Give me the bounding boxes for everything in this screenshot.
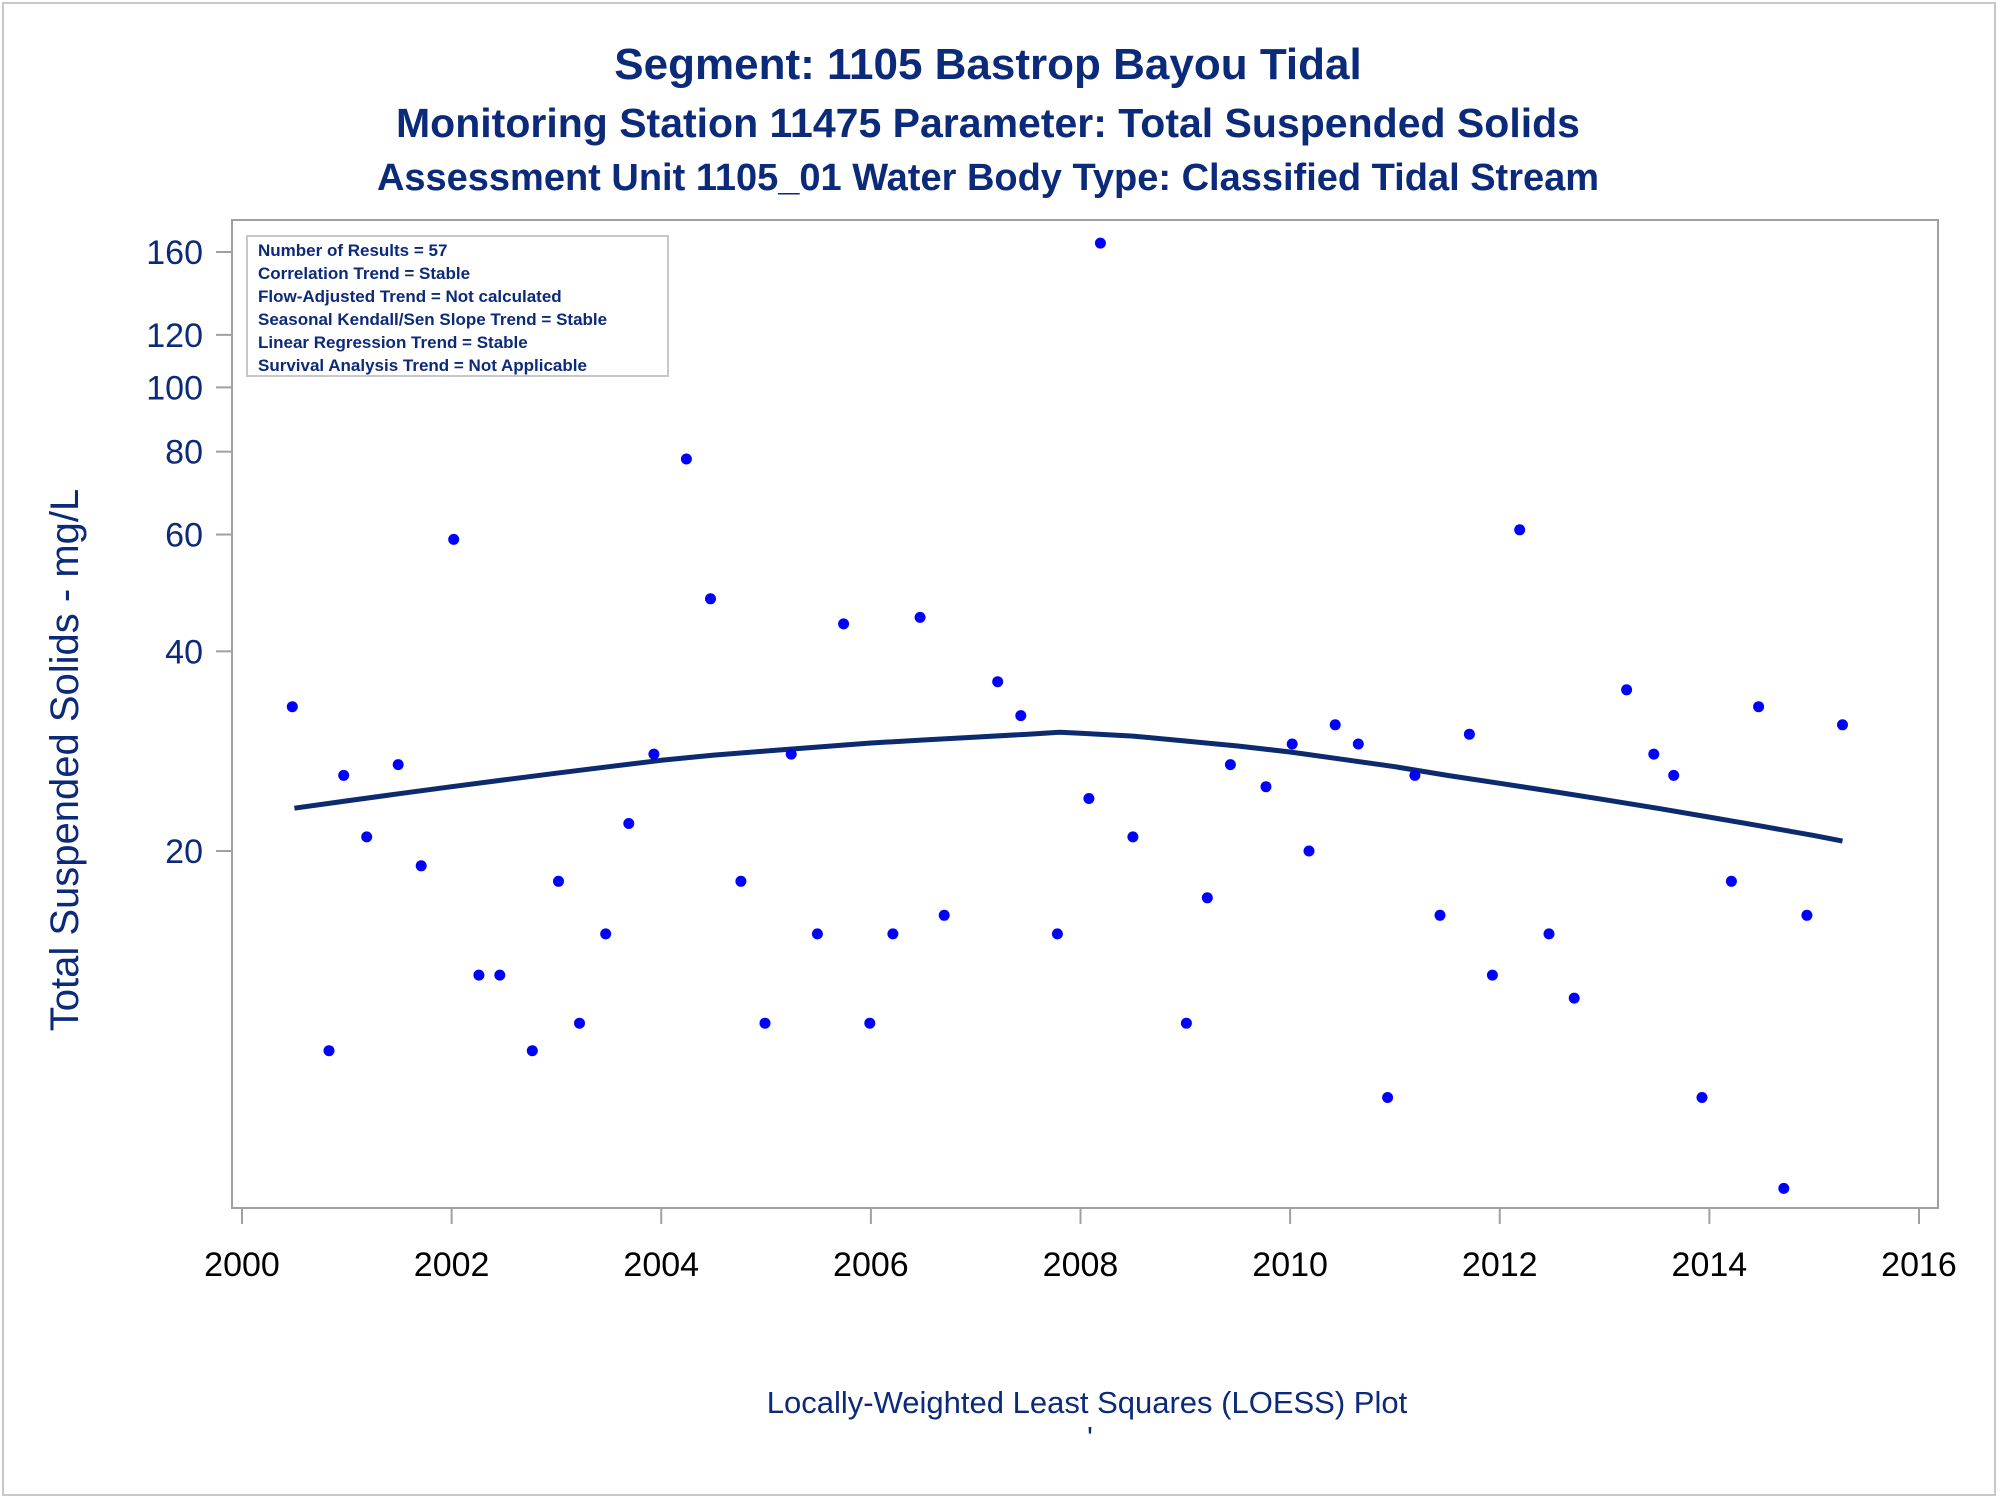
chart-subtitle-2: Assessment Unit 1105_01 Water Body Type:… <box>377 157 1599 199</box>
stats-box-border <box>246 235 669 377</box>
data-point <box>1201 892 1213 904</box>
data-point <box>811 928 823 940</box>
data-point <box>323 1045 335 1057</box>
data-point <box>574 1017 585 1029</box>
data-point <box>1648 748 1660 760</box>
data-point <box>938 909 950 921</box>
data-point <box>735 875 747 887</box>
data-point <box>1015 710 1027 722</box>
x-tick-label: 2006 <box>833 1246 909 1284</box>
y-tick-label: 80 <box>165 434 203 472</box>
data-point <box>887 928 899 940</box>
data-point <box>1568 992 1580 1004</box>
y-axis-label: Total Suspended Solids - mg/L <box>43 489 87 1032</box>
data-point <box>1514 524 1526 536</box>
data-point <box>1696 1092 1708 1103</box>
data-point <box>1801 909 1813 921</box>
data-point <box>838 618 850 630</box>
data-point <box>473 969 485 981</box>
data-point <box>1778 1182 1790 1194</box>
data-point <box>1224 759 1236 771</box>
data-point <box>1753 701 1765 713</box>
data-point <box>1094 237 1106 249</box>
data-point <box>1409 769 1421 781</box>
y-tick-label: 40 <box>165 633 203 671</box>
y-tick-label: 20 <box>165 833 203 871</box>
data-point <box>1668 769 1680 781</box>
data-point <box>1486 969 1498 981</box>
data-point <box>680 453 692 465</box>
data-point <box>553 875 564 887</box>
footnote-mark: ' <box>1087 1420 1093 1455</box>
footnote: Locally-Weighted Least Squares (LOESS) P… <box>767 1385 1408 1420</box>
stats-line: Flow-Adjusted Trend = Not calculated <box>258 287 562 306</box>
data-point <box>600 928 612 940</box>
data-point <box>1127 831 1139 843</box>
data-point <box>1621 684 1633 696</box>
stats-line: Number of Results = 57 <box>258 241 447 260</box>
data-point <box>1083 793 1095 804</box>
data-point <box>1286 738 1298 750</box>
x-tick-label: 2000 <box>204 1246 280 1284</box>
stats-line: Survival Analysis Trend = Not Applicable <box>258 356 587 375</box>
data-point <box>1051 928 1063 940</box>
data-point <box>759 1017 771 1029</box>
data-point <box>864 1017 876 1029</box>
chart-title: Segment: 1105 Bastrop Bayou Tidal <box>614 40 1361 89</box>
x-axis: 2000 2002 2004 2006 2008 2010 2012 2014 2016 <box>204 1208 1957 1284</box>
data-point <box>914 611 926 623</box>
data-point <box>1303 845 1315 857</box>
loess-curve <box>294 729 1843 844</box>
y-axis: 20 40 60 80 100 120 160 <box>146 234 232 871</box>
chart-subtitle: Monitoring Station 11475 Parameter: Tota… <box>396 100 1580 146</box>
y-tick-label: 100 <box>146 369 203 407</box>
stats-line: Seasonal Kendall/Sen Slope Trend = Stabl… <box>258 310 607 329</box>
stats-line: Correlation Trend = Stable <box>258 264 470 283</box>
data-point <box>1434 909 1446 921</box>
data-point <box>1352 738 1364 750</box>
stats-line: Linear Regression Trend = Stable <box>258 333 528 352</box>
data-point <box>1260 781 1272 793</box>
data-point <box>286 701 298 713</box>
data-point <box>361 831 373 843</box>
x-tick-label: 2002 <box>414 1246 490 1284</box>
stats-box: Number of Results = 57 Correlation Trend… <box>246 235 669 377</box>
data-point <box>415 860 427 872</box>
y-tick-label: 60 <box>165 517 203 555</box>
data-point <box>448 533 460 545</box>
data-point <box>494 969 506 981</box>
data-point <box>1180 1017 1192 1029</box>
data-point <box>1543 928 1555 940</box>
data-point <box>1725 875 1737 887</box>
data-point <box>1463 728 1475 740</box>
data-point <box>1837 719 1848 731</box>
data-point <box>623 818 635 829</box>
data-point <box>1382 1092 1394 1103</box>
plot-area <box>231 219 1939 1209</box>
x-tick-label: 2016 <box>1881 1246 1957 1284</box>
y-tick-label: 160 <box>146 234 203 272</box>
x-tick-label: 2010 <box>1252 1246 1328 1284</box>
data-point <box>526 1045 538 1057</box>
data-points <box>286 237 1848 1194</box>
x-tick-label: 2004 <box>623 1246 699 1284</box>
data-point <box>785 748 797 760</box>
data-point <box>705 593 716 605</box>
y-tick-label: 120 <box>146 317 203 355</box>
data-point <box>648 748 660 760</box>
x-tick-label: 2014 <box>1672 1246 1748 1284</box>
x-tick-label: 2012 <box>1462 1246 1538 1284</box>
data-point <box>992 676 1004 688</box>
x-tick-label: 2008 <box>1043 1246 1119 1284</box>
data-point <box>338 769 350 781</box>
data-point <box>1329 719 1341 731</box>
data-point <box>392 759 404 771</box>
